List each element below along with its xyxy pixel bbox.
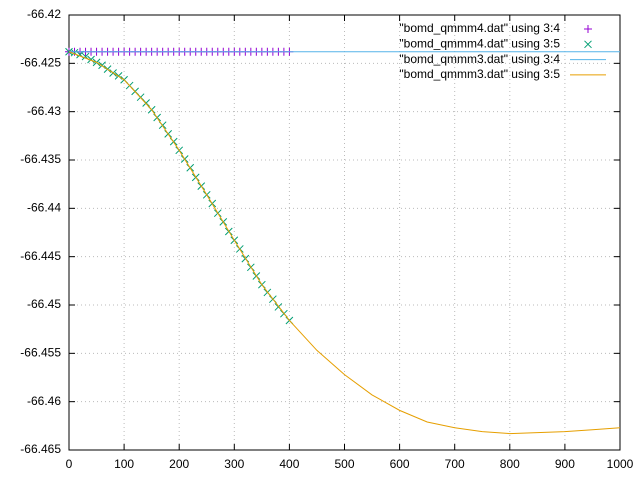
x-tick-label: 0 <box>66 457 73 471</box>
y-tick-label: -66.425 <box>20 56 61 70</box>
legend-marker <box>584 40 592 49</box>
x-tick-label: 600 <box>390 457 410 471</box>
x-tick-label: 400 <box>279 457 299 471</box>
y-tick-label: -66.435 <box>20 152 61 166</box>
y-tick-label: -66.44 <box>27 201 61 215</box>
x-tick-label: 800 <box>500 457 520 471</box>
x-tick-label: 900 <box>555 457 575 471</box>
legend-label: "bomd_qmmm3.dat" using 3:4 <box>399 52 560 66</box>
legend-marker <box>584 25 592 33</box>
y-tick-label: -66.46 <box>27 394 61 408</box>
x-tick-label: 700 <box>445 457 465 471</box>
x-tick-label: 300 <box>224 457 244 471</box>
legend-label: "bomd_qmmm4.dat" using 3:4 <box>399 21 560 35</box>
y-tick-label: -66.465 <box>20 442 61 456</box>
point <box>87 55 95 64</box>
y-tick-label: -66.43 <box>27 104 61 118</box>
line <box>68 51 621 435</box>
y-tick-label: -66.445 <box>20 249 61 263</box>
y-tick-label: -66.42 <box>27 7 61 21</box>
y-tick-label: -66.45 <box>27 297 61 311</box>
x-tick-label: 200 <box>169 457 189 471</box>
legend-label: "bomd_qmmm4.dat" using 3:5 <box>399 36 560 50</box>
legend-label: "bomd_qmmm3.dat" using 3:5 <box>399 67 560 81</box>
x-tick-label: 100 <box>114 457 134 471</box>
plot-frame <box>68 14 621 451</box>
y-tick-label: -66.455 <box>20 346 61 360</box>
x-tick-label: 1000 <box>607 457 634 471</box>
x-tick-label: 500 <box>334 457 354 471</box>
